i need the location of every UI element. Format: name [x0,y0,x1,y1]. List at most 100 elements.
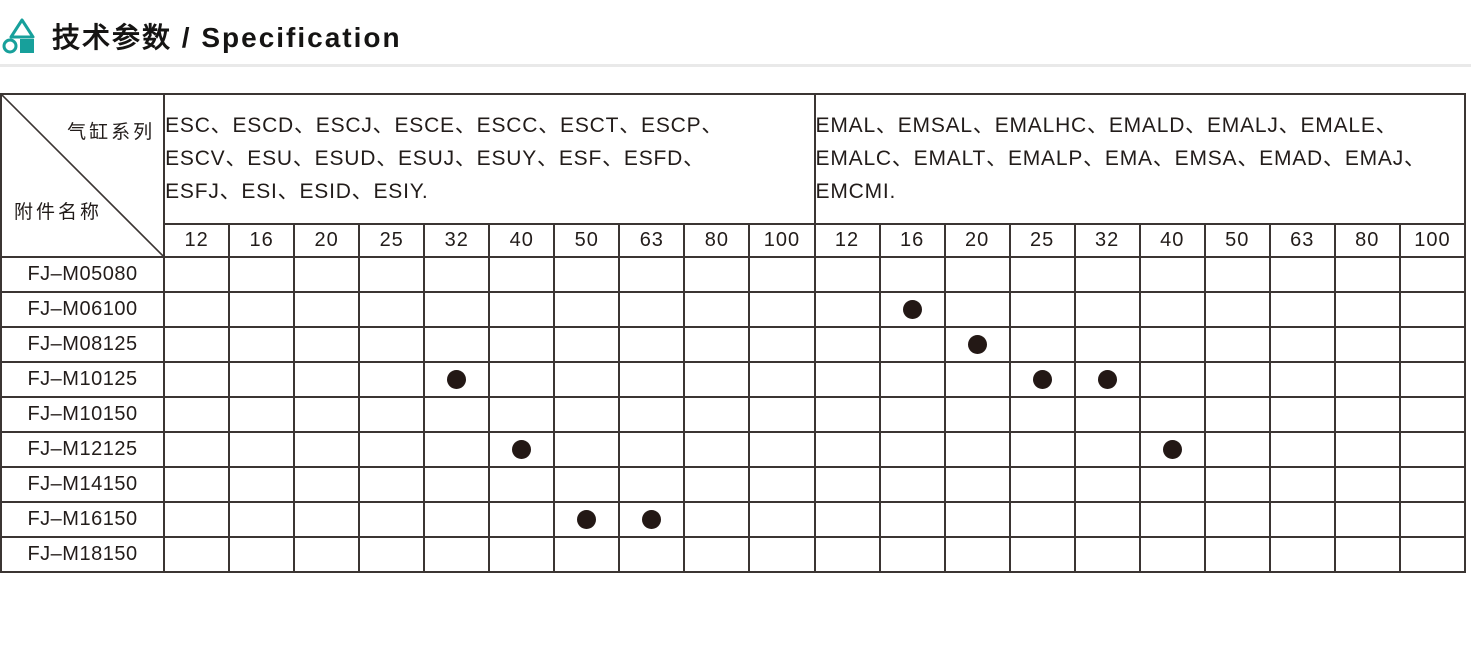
compatibility-cell [813,396,881,433]
table-row: FJ–M14150 [0,466,1467,503]
compatibility-cell [423,326,491,363]
compatibility-dot [1162,440,1182,459]
compatibility-cell [358,536,426,573]
compatibility-cell [553,256,621,293]
compatibility-cell [748,501,816,538]
bore-size-header: 32 [423,223,491,258]
compatibility-cell [1333,256,1401,293]
compatibility-cell [813,291,881,328]
table-row: FJ–M12125 [0,431,1467,468]
cylinder-series-label: 气缸系列 [67,122,156,143]
compatibility-cell [358,466,426,503]
compatibility-cell [423,291,491,328]
compatibility-cell [228,466,296,503]
compatibility-cell [293,536,361,573]
compatibility-cell [1333,396,1401,433]
compatibility-cell [748,466,816,503]
compatibility-cell [1138,291,1206,328]
compatibility-cell [358,326,426,363]
bore-size-header: 20 [293,223,361,258]
specification-table: 气缸系列 附件名称 ESC、ESCD、ESCJ、ESCE、ESCC、ESCT、E… [0,92,1467,573]
table-row: FJ–M16150 [0,501,1467,538]
compatibility-cell [293,326,361,363]
compatibility-cell [163,396,231,433]
compatibility-cell [1008,536,1076,573]
compatibility-dot [1097,370,1117,389]
compatibility-cell [618,361,686,398]
compatibility-cell [1008,256,1076,293]
compatibility-cell [228,536,296,573]
compatibility-cell [1138,326,1206,363]
bore-size-header: 16 [878,223,946,258]
compatibility-cell [163,536,231,573]
compatibility-cell [228,361,296,398]
bore-size-header: 50 [1203,223,1271,258]
compatibility-cell [813,326,881,363]
compatibility-cell [1268,431,1336,468]
compatibility-cell [553,361,621,398]
compatibility-cell [163,431,231,468]
compatibility-cell [1138,396,1206,433]
compatibility-cell [1138,466,1206,503]
accessory-name: FJ–M05080 [0,256,166,293]
compatibility-cell [1268,326,1336,363]
compatibility-cell [1203,326,1271,363]
compatibility-cell [683,466,751,503]
compatibility-cell [423,361,491,398]
compatibility-cell [488,361,556,398]
compatibility-cell [618,291,686,328]
compatibility-cell [748,431,816,468]
bore-size-header: 63 [618,223,686,258]
compatibility-cell [1073,466,1141,503]
compatibility-cell [878,361,946,398]
compatibility-cell [423,396,491,433]
compatibility-cell [813,501,881,538]
compatibility-cell [1008,431,1076,468]
compatibility-cell [683,291,751,328]
compatibility-cell [1008,396,1076,433]
compatibility-cell [358,256,426,293]
compatibility-cell [943,501,1011,538]
compatibility-cell [878,326,946,363]
compatibility-cell [1073,501,1141,538]
compatibility-dot [447,370,467,389]
compatibility-cell [813,361,881,398]
compatibility-cell [423,431,491,468]
compatibility-cell [1268,256,1336,293]
compatibility-cell [618,536,686,573]
accessory-name: FJ–M14150 [0,466,166,503]
shapes-logo-icon [2,17,40,55]
compatibility-cell [1203,431,1271,468]
compatibility-cell [748,396,816,433]
compatibility-cell [878,501,946,538]
compatibility-cell [943,291,1011,328]
diagonal-divider-line [2,95,163,256]
compatibility-cell [1073,431,1141,468]
compatibility-cell [1268,291,1336,328]
series-group-1: ESC、ESCD、ESCJ、ESCE、ESCC、ESCT、ESCP、 ESCV、… [163,92,816,226]
compatibility-cell [1008,361,1076,398]
compatibility-cell [1333,361,1401,398]
compatibility-cell [618,326,686,363]
compatibility-cell [1398,466,1467,503]
compatibility-cell [1398,431,1467,468]
compatibility-cell [293,256,361,293]
compatibility-cell [163,291,231,328]
compatibility-cell [1073,326,1141,363]
compatibility-cell [228,501,296,538]
compatibility-cell [1398,501,1467,538]
compatibility-cell [553,396,621,433]
compatibility-cell [488,396,556,433]
compatibility-cell [748,326,816,363]
compatibility-cell [683,396,751,433]
compatibility-cell [1008,466,1076,503]
compatibility-cell [1333,501,1401,538]
compatibility-cell [943,396,1011,433]
compatibility-cell [358,396,426,433]
compatibility-cell [553,431,621,468]
compatibility-cell [1398,291,1467,328]
triangle-icon [9,18,35,39]
compatibility-cell [358,501,426,538]
compatibility-cell [228,396,296,433]
compatibility-cell [683,501,751,538]
